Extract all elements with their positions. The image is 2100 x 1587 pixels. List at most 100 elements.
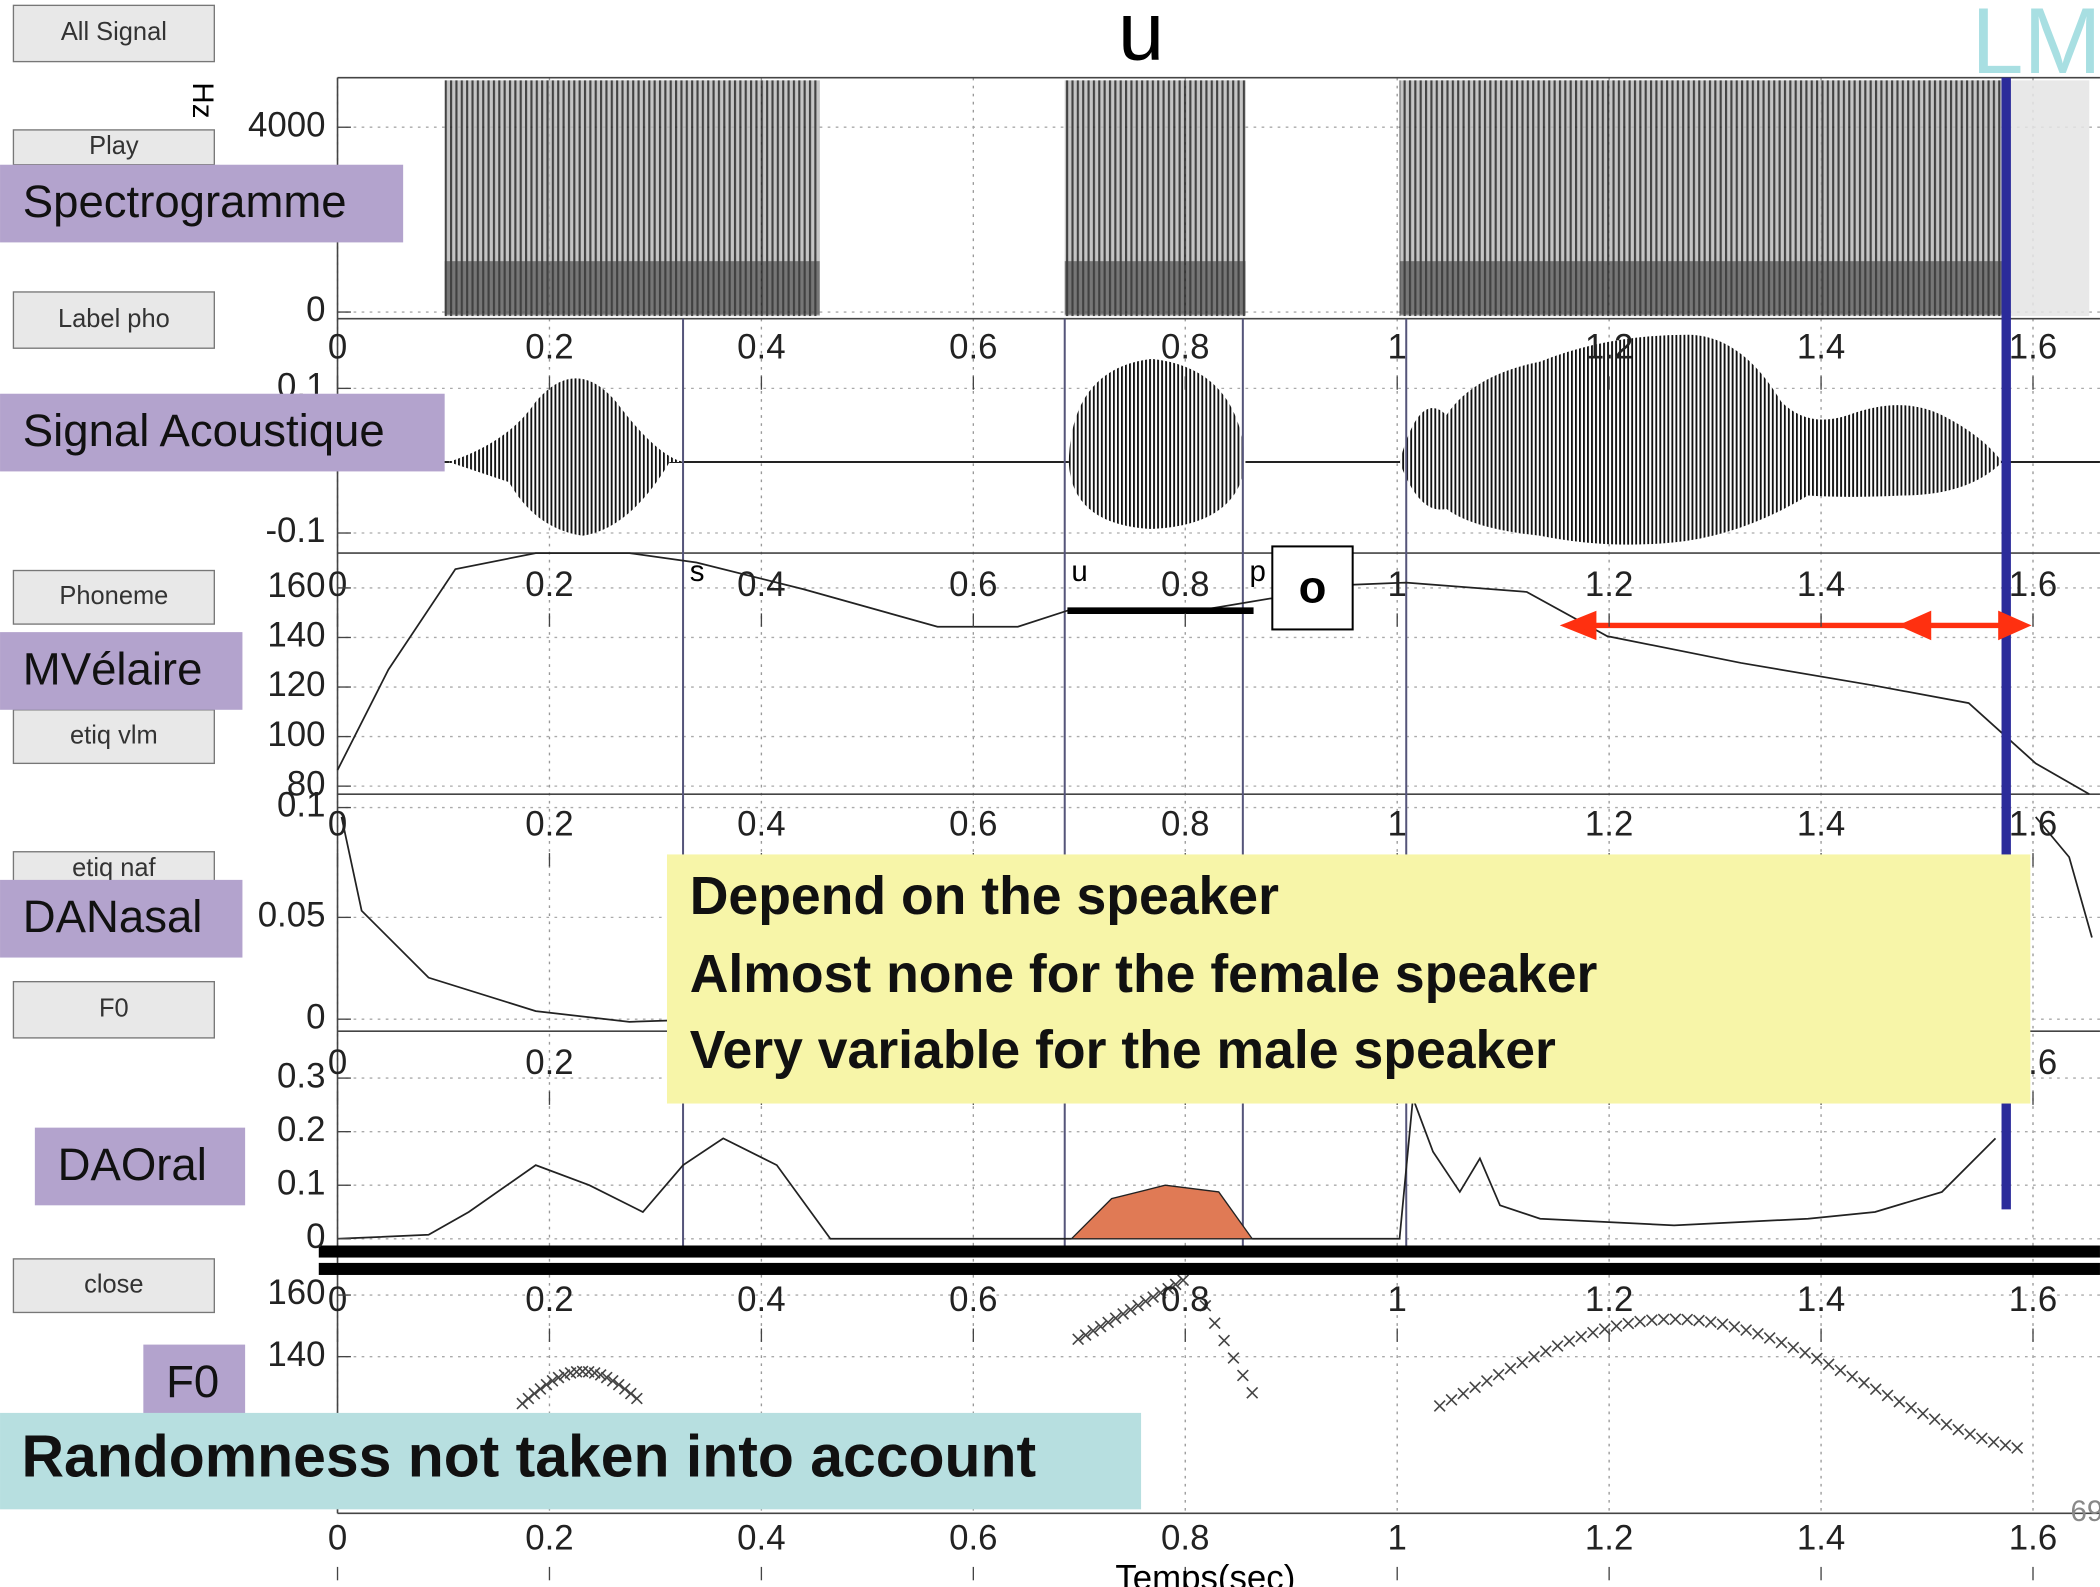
callout-box xyxy=(666,854,2031,1104)
x-tick-label: 0.6 xyxy=(949,328,997,367)
panel-label-box xyxy=(143,1344,246,1423)
f0-point xyxy=(1528,1350,1540,1363)
x-tick-label: 1.2 xyxy=(1585,805,1633,844)
x-tick-label: 1.4 xyxy=(1797,1518,1845,1557)
x-tick-label: 0 xyxy=(328,1518,347,1557)
button[interactable] xyxy=(12,709,215,765)
f0-point xyxy=(1964,1428,1976,1441)
f0-point xyxy=(1154,1286,1167,1299)
f0-point xyxy=(606,1374,619,1387)
x-tick-label: 0.2 xyxy=(525,565,573,604)
spectrogram xyxy=(444,80,2090,317)
page-number: 69 xyxy=(2071,1495,2100,1528)
f0-point xyxy=(1716,1318,1729,1331)
y-unit: Hz xyxy=(186,82,219,118)
f0-point xyxy=(1681,1313,1694,1326)
bottom-note: Randomness not taken into account xyxy=(21,1425,1036,1490)
x-tick-label: 1 xyxy=(1388,565,1407,604)
f0-point xyxy=(1822,1358,1835,1371)
f0-point xyxy=(1480,1375,1493,1387)
f0-point xyxy=(1079,1329,1092,1341)
f0-point xyxy=(1162,1282,1175,1295)
button[interactable] xyxy=(12,291,215,349)
x-tick-label: 1.2 xyxy=(1585,1280,1633,1319)
x-tick-label: 1 xyxy=(1388,1518,1407,1557)
f0-points xyxy=(516,1274,2024,1454)
f0-point xyxy=(1858,1376,1870,1389)
x-tick-label: 1.6 xyxy=(2009,805,2057,844)
x-tick-label: 0 xyxy=(328,328,347,367)
f0-point xyxy=(1087,1324,1100,1337)
x-tick-label: 0.2 xyxy=(525,805,573,844)
x-tick-label: 0.8 xyxy=(1161,328,1209,367)
button-label: F0 xyxy=(99,995,129,1023)
f0-point xyxy=(1072,1333,1085,1346)
x-tick-label: 0.6 xyxy=(949,1280,997,1319)
f0-point xyxy=(1893,1395,1906,1408)
f0-point xyxy=(1227,1352,1240,1364)
f0-point xyxy=(1810,1352,1823,1365)
f0-point xyxy=(618,1383,631,1395)
separator xyxy=(318,1245,2100,1275)
f0-point xyxy=(1916,1407,1929,1420)
f0-point xyxy=(1169,1278,1182,1291)
f0-point xyxy=(1457,1387,1470,1400)
x-tick-label: 0.2 xyxy=(525,328,573,367)
button[interactable] xyxy=(12,4,215,63)
f0-point xyxy=(1563,1335,1576,1348)
callout-line: Very variable for the male speaker xyxy=(690,1021,1556,1080)
x-tick-label: 0.4 xyxy=(737,565,785,604)
x-tick-label: 0.2 xyxy=(525,1043,573,1082)
f0-point xyxy=(1834,1364,1847,1377)
f0-point xyxy=(1516,1356,1529,1369)
x-tick-label: 0.8 xyxy=(1161,805,1209,844)
button-label: close xyxy=(84,1270,143,1298)
panel-label-box xyxy=(0,632,243,710)
y-tick-label: 160 xyxy=(267,566,325,605)
f0-point xyxy=(1987,1436,2000,1448)
x-tick-label: 0.8 xyxy=(1161,1518,1209,1557)
f0-point xyxy=(612,1378,625,1391)
button[interactable] xyxy=(12,129,215,166)
y-tick-label: 0.05 xyxy=(258,896,326,935)
button[interactable] xyxy=(12,1258,215,1314)
f0-point xyxy=(1504,1362,1517,1375)
x-tick-label: 0.8 xyxy=(1161,565,1209,604)
phoneme: u xyxy=(1071,555,1087,588)
f0-point xyxy=(1952,1423,1965,1436)
x-tick-label: 0.6 xyxy=(949,565,997,604)
y-tick-label: -0.1 xyxy=(265,511,325,550)
y-tick-label: 140 xyxy=(267,616,325,655)
y-tick-label: 0.1 xyxy=(277,1163,325,1202)
f0-point xyxy=(1575,1330,1588,1343)
f0-point xyxy=(1236,1369,1249,1382)
y-tick-label: 120 xyxy=(267,665,325,704)
y-tick-label: 100 xyxy=(267,715,325,754)
f0-point xyxy=(1139,1295,1152,1308)
f0-point xyxy=(1751,1327,1764,1340)
f0-point xyxy=(552,1371,565,1384)
phoneme: s xyxy=(690,555,705,588)
button[interactable] xyxy=(12,980,215,1039)
f0-point xyxy=(1728,1320,1741,1333)
y-tick-label: 0.1 xyxy=(277,786,325,825)
button[interactable] xyxy=(12,569,215,625)
f0-point xyxy=(1704,1316,1717,1329)
f0-point xyxy=(1975,1432,1988,1445)
button-label: etiq naf xyxy=(72,854,156,882)
f0-point xyxy=(630,1392,643,1405)
f0-point xyxy=(1109,1312,1122,1325)
oral-area xyxy=(1069,1184,1254,1240)
panel-label-box xyxy=(0,164,404,243)
f0-point xyxy=(1881,1389,1894,1402)
y-tick-label: 0.2 xyxy=(277,1110,325,1149)
f0-point xyxy=(1598,1323,1611,1335)
f0-point xyxy=(528,1387,541,1400)
y-tick-label: 0 xyxy=(306,290,325,329)
f0-point xyxy=(1869,1383,1882,1396)
x-axis-label: Temps(sec) xyxy=(1115,1559,1295,1587)
x-tick-label: 1.4 xyxy=(1797,1280,1845,1319)
f0-point xyxy=(1117,1308,1130,1320)
f0-point xyxy=(1693,1314,1705,1327)
